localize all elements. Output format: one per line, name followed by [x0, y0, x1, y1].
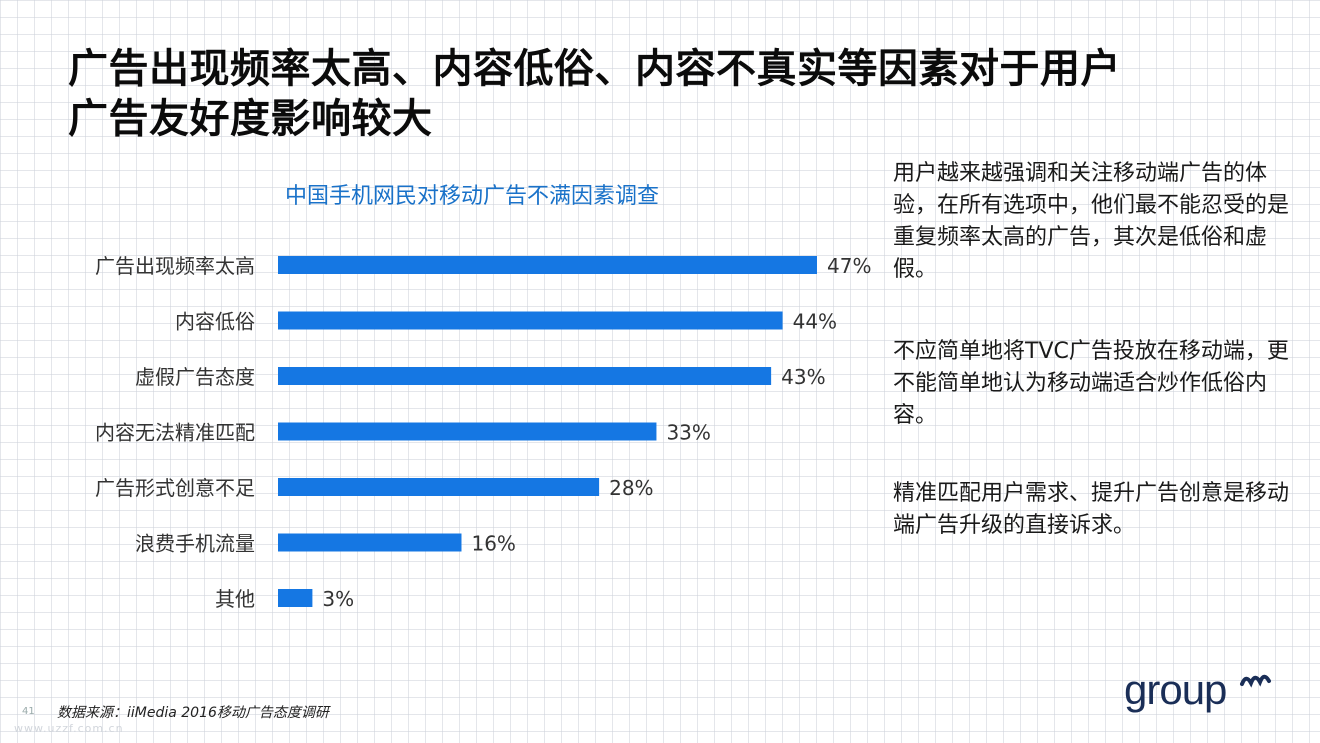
value-label: 3% [322, 587, 354, 611]
bar [278, 478, 600, 496]
bar [278, 422, 657, 441]
bar [278, 256, 817, 274]
value-label: 43% [781, 365, 825, 389]
bar [278, 311, 783, 330]
category-label: 浪费手机流量 [135, 532, 255, 556]
category-label: 广告出现频率太高 [95, 254, 255, 278]
bar [278, 589, 313, 607]
value-label: 47% [827, 254, 871, 278]
category-label: 内容无法精准匹配 [95, 421, 255, 445]
category-label: 广告形式创意不足 [95, 476, 255, 500]
page-title-line-2: 广告友好度影响较大 [68, 96, 433, 142]
svg-text:group: group [1124, 666, 1226, 713]
page-title-line-1: 广告出现频率太高、内容低俗、内容不真实等因素对于用户 [68, 46, 1121, 92]
insight-text-3: 精准匹配用户需求、提升广告创意是移动端广告升级的直接诉求。 [893, 481, 1290, 538]
page-title: 广告出现频率太高、内容低俗、内容不真实等因素对于用户 广告友好度影响较大 [68, 44, 1268, 144]
chart-title: 中国手机网民对移动广告不满因素调查 [285, 184, 659, 209]
value-label: 28% [609, 476, 653, 500]
watermark: www.uzzf.com.cn [14, 722, 124, 735]
groupm-logo: group [1124, 666, 1271, 713]
value-label: 16% [471, 532, 515, 556]
value-label: 44% [793, 310, 837, 334]
bar [278, 533, 462, 552]
bar [278, 367, 772, 385]
insight-text-1: 用户越来越强调和关注移动端广告的体验，在所有选项中，他们最不能忍受的是重复频率太… [893, 161, 1290, 282]
value-label: 33% [666, 421, 710, 445]
category-label: 其他 [215, 587, 255, 611]
category-label: 内容低俗 [175, 310, 255, 334]
page-number: 41 [22, 706, 35, 717]
category-label: 虚假广告态度 [135, 365, 255, 389]
data-source-note: 数据来源：iiMedia 2016移动广告态度调研 [57, 705, 329, 721]
insight-text-2: 不应简单地将TVC广告投放在移动端，更不能简单地认为移动端适合炒作低俗内容。 [893, 339, 1289, 428]
